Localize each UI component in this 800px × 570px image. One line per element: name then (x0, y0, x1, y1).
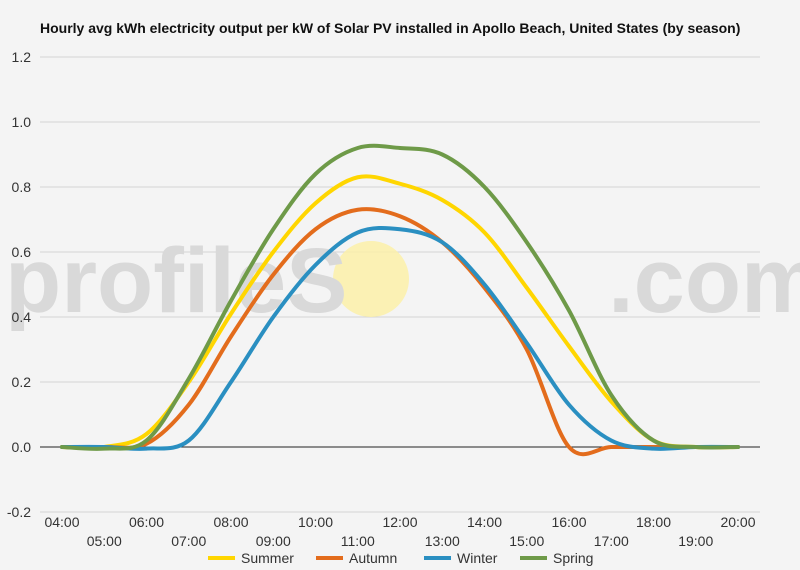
watermark-text: profileSOLAR.com (5, 230, 800, 332)
x-tick-label: 05:00 (87, 533, 122, 549)
y-tick-label: 1.2 (12, 49, 32, 65)
y-tick-label: 0.8 (12, 179, 32, 195)
watermark-sun-icon (333, 241, 409, 317)
y-tick-label: 0.2 (12, 374, 32, 390)
x-tick-label: 17:00 (594, 533, 629, 549)
x-tick-label: 12:00 (382, 514, 417, 530)
x-tick-label: 07:00 (171, 533, 206, 549)
legend: Summer Autumn Winter Spring (208, 550, 593, 566)
x-tick-label: 16:00 (551, 514, 586, 530)
y-tick-label: 0.0 (12, 439, 32, 455)
x-tick-label: 08:00 (213, 514, 248, 530)
x-tick-label: 19:00 (678, 533, 713, 549)
x-tick-label: 10:00 (298, 514, 333, 530)
legend-label-winter: Winter (457, 550, 498, 566)
x-tick-label: 06:00 (129, 514, 164, 530)
legend-label-spring: Spring (553, 550, 593, 566)
watermark: profileSOLAR.com (5, 230, 800, 332)
series-line-spring (60, 143, 740, 451)
x-tick-label: 11:00 (341, 533, 375, 549)
series-line-winter (60, 225, 740, 451)
chart-title: Hourly avg kWh electricity output per kW… (40, 20, 740, 36)
x-tick-label: 15:00 (509, 533, 544, 549)
x-tick-label: 18:00 (636, 514, 671, 530)
grid-layer (40, 56, 760, 513)
legend-label-summer: Summer (241, 550, 294, 566)
y-tick-label: -0.2 (7, 504, 31, 520)
x-tick-label: 13:00 (425, 533, 460, 549)
legend-label-autumn: Autumn (349, 550, 397, 566)
series-layer (60, 143, 740, 457)
x-tick-label: 20:00 (720, 514, 755, 530)
y-tick-label: 0.4 (12, 309, 32, 325)
y-tick-label: 0.6 (12, 244, 32, 260)
x-tick-label: 09:00 (256, 533, 291, 549)
series-line-autumn (60, 207, 740, 457)
x-tick-label: 14:00 (467, 514, 502, 530)
x-tick-label: 04:00 (44, 514, 79, 530)
y-tick-label: 1.0 (12, 114, 32, 130)
